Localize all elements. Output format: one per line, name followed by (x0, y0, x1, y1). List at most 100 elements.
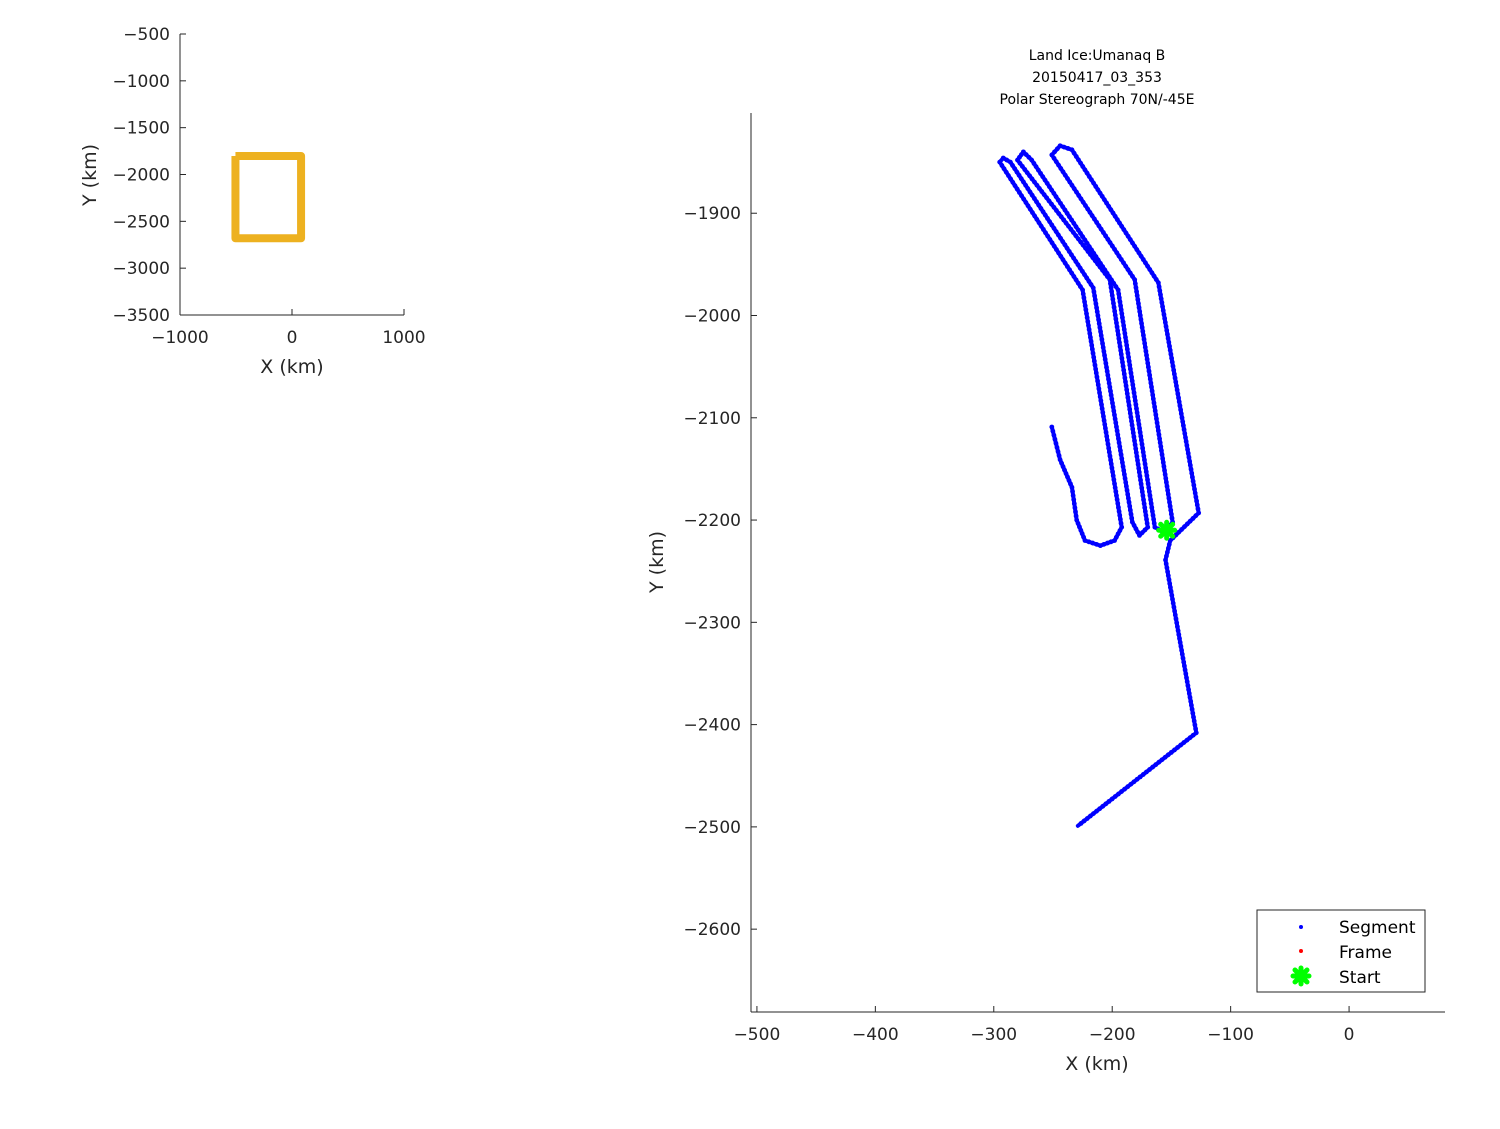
segment-point (1112, 312, 1118, 318)
segment-point (1108, 461, 1114, 467)
segment-point (1124, 346, 1130, 352)
segment-point (1140, 449, 1146, 455)
segment-point (1080, 291, 1086, 297)
segment-point (1125, 267, 1131, 272)
segment-point (1184, 443, 1190, 448)
segment-point (1175, 628, 1181, 634)
segment-point (1158, 296, 1164, 302)
segment-point (1116, 336, 1122, 342)
segment-point (1142, 457, 1147, 463)
segment-point (1167, 538, 1173, 543)
segment-point (1166, 541, 1172, 547)
segment-point (1115, 332, 1121, 338)
segment-point (1122, 476, 1128, 481)
segment-point (1123, 338, 1129, 344)
segment-point (1190, 474, 1195, 480)
segment-point (1167, 347, 1173, 353)
segment-point (1108, 285, 1114, 290)
segment-point (1165, 335, 1171, 341)
segment-point (1067, 179, 1073, 185)
segment-point (1126, 354, 1131, 360)
segment-point (1180, 423, 1186, 429)
main-ylabel: Y (km) (646, 531, 668, 594)
segment-point (1091, 354, 1097, 360)
segment-point (1127, 366, 1133, 372)
segment-point (1183, 435, 1188, 440)
segment-point (1142, 461, 1148, 467)
segment-point (1142, 344, 1148, 350)
segment-point (1057, 143, 1063, 149)
segment-point (1139, 324, 1145, 330)
segment-point (1113, 420, 1119, 426)
segment-point (1108, 392, 1114, 398)
segment-point (1104, 437, 1110, 443)
segment-point (1069, 182, 1075, 188)
segment-point (1144, 356, 1150, 362)
overview-y-tick-label: −3000 (112, 259, 170, 279)
segment-point (1082, 538, 1088, 543)
overview-axes: X (km) Y (km) −1000 0 1000 −3500 −3000 −2500 −… (79, 25, 426, 378)
segment-point (1110, 469, 1115, 475)
segment-point (1134, 293, 1140, 299)
segment-point (1053, 440, 1059, 446)
legend: Segment Frame Start (1256, 909, 1426, 993)
segment-point (1111, 304, 1117, 310)
main-x-tick-label: −400 (852, 1025, 899, 1045)
main-x-tick-label: −200 (1089, 1025, 1136, 1045)
segment-point (1166, 495, 1172, 501)
segment-point (1143, 513, 1149, 518)
segment-point (1141, 501, 1147, 507)
segment-point (1113, 489, 1119, 495)
segment-point (1156, 284, 1162, 290)
segment-point (1103, 425, 1108, 431)
segment-point (1073, 509, 1078, 515)
segment-point (1120, 359, 1125, 365)
segment-point (1091, 216, 1097, 222)
segment-point (1099, 402, 1104, 408)
segment-point (1192, 490, 1198, 496)
segment-point (1109, 396, 1115, 402)
segment-point (1134, 289, 1139, 295)
segment-point (1137, 473, 1143, 479)
segment-point (1084, 315, 1090, 321)
segment-point (1092, 293, 1097, 299)
segment-point (1155, 280, 1161, 286)
segment-point (1188, 698, 1194, 704)
segment-point (1114, 428, 1120, 434)
segment-point (1160, 304, 1165, 309)
segment-point (1156, 432, 1162, 438)
segment-point (1130, 430, 1136, 436)
segment-point (1186, 687, 1191, 692)
segment-point (1120, 363, 1126, 369)
overview-xlabel: X (km) (260, 356, 323, 378)
segment-point (1104, 368, 1110, 374)
segment-point (1000, 155, 1006, 161)
segment-point (1126, 403, 1132, 408)
title-line-2: 20150417_03_353 (1032, 70, 1162, 86)
segment-point (1098, 226, 1104, 232)
segment-point (1092, 297, 1098, 303)
segment-point (1051, 155, 1057, 161)
segment-point (1122, 331, 1128, 336)
segment-point (1083, 203, 1088, 208)
segment-point (1162, 468, 1167, 473)
segment-point (1135, 418, 1141, 423)
segment-point (1172, 608, 1178, 614)
segment-point (1143, 348, 1149, 354)
segment-point (1130, 273, 1135, 279)
segment-point (1195, 506, 1201, 512)
segment-point (1112, 308, 1118, 314)
main-xlabel: X (km) (1065, 1053, 1128, 1075)
segment-point (1125, 495, 1131, 501)
title-line-1: Land Ice:Umanaq B (1029, 48, 1166, 64)
segment-point (1050, 428, 1056, 434)
segment-point (1129, 515, 1135, 521)
segment-point (1155, 428, 1161, 434)
segment-point (1086, 327, 1092, 332)
main-x-tick-label: −500 (734, 1025, 781, 1045)
segment-point (1088, 334, 1093, 340)
segment-point (1111, 408, 1117, 414)
segment-point (1127, 410, 1133, 416)
segment-point (1120, 319, 1126, 324)
segment-point (1065, 176, 1070, 181)
